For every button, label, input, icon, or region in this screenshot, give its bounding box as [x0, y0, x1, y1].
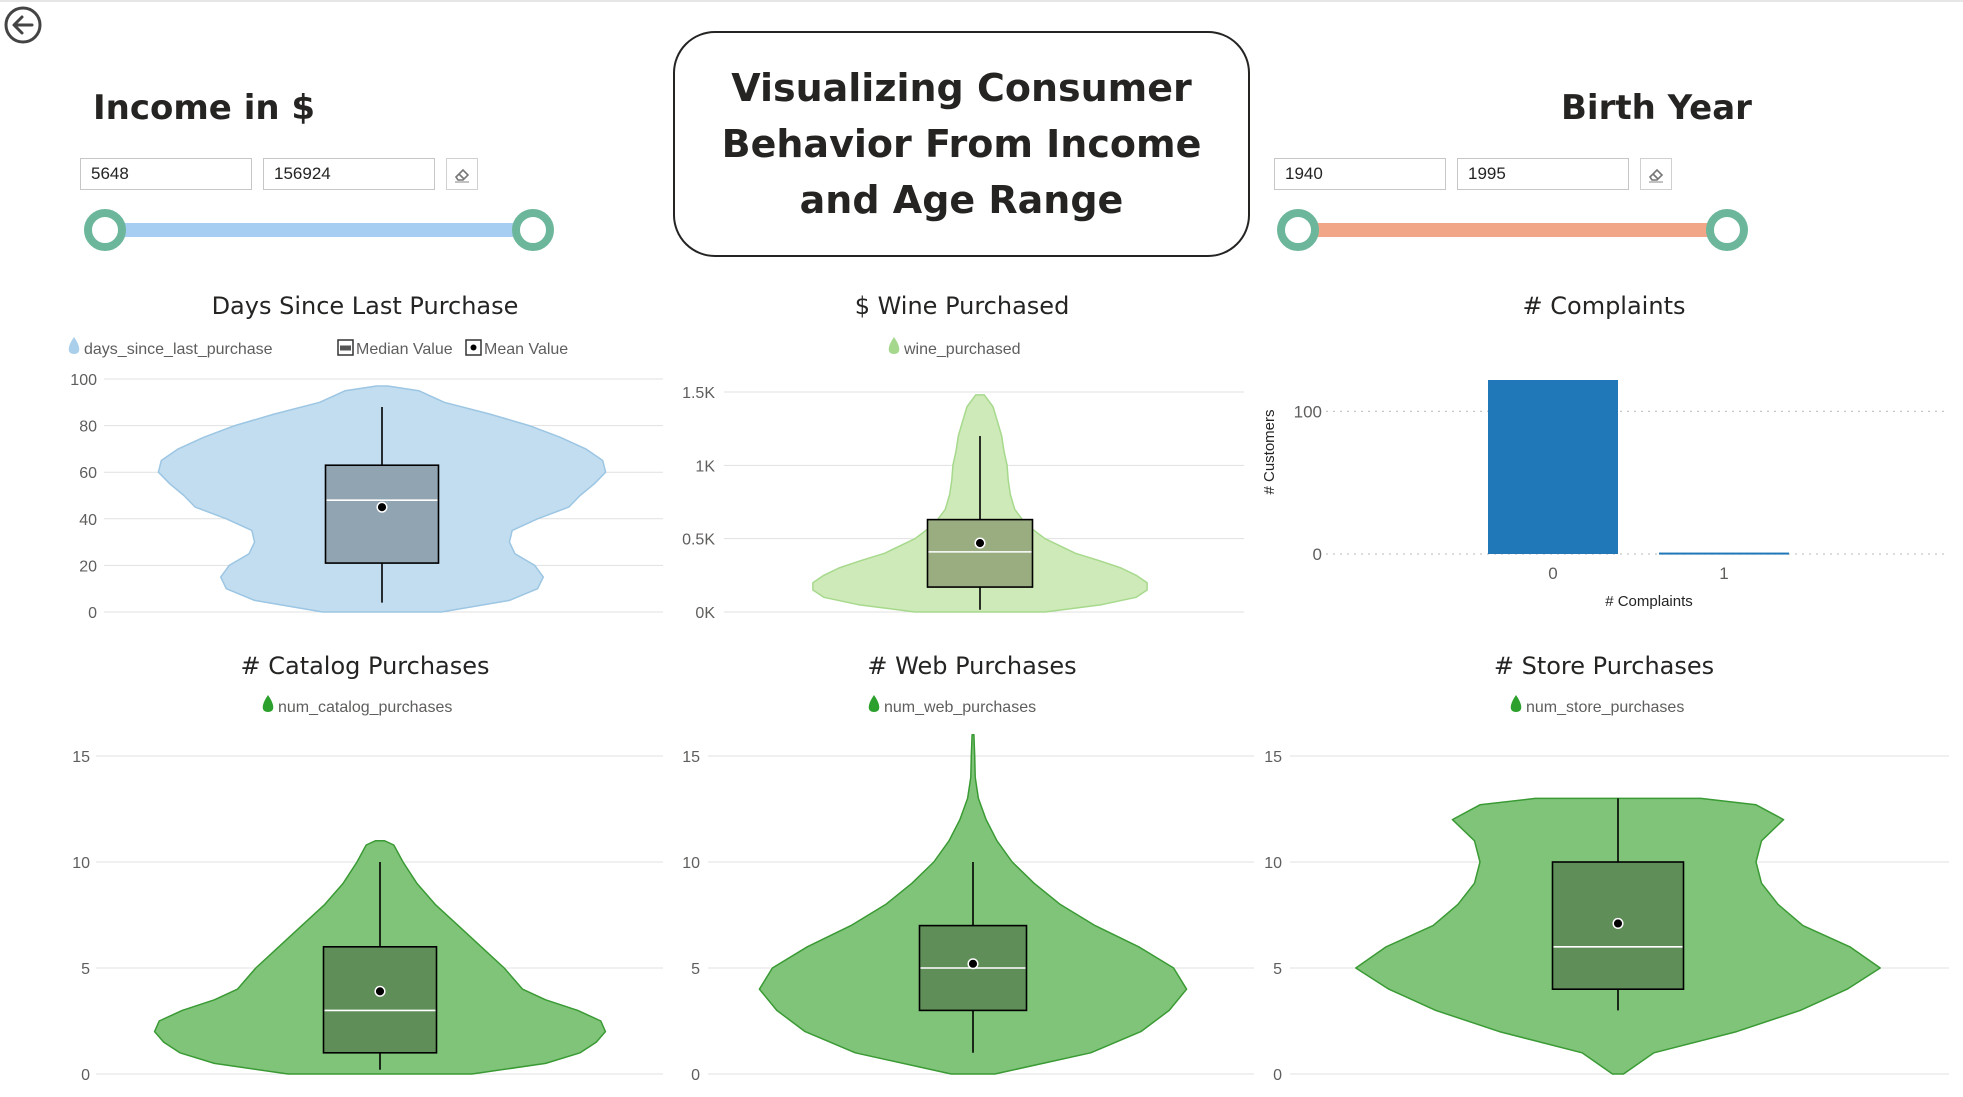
- eraser-icon[interactable]: [446, 158, 478, 190]
- income-slicer-title: Income in $: [93, 88, 316, 128]
- birth-year-min-handle[interactable]: [1277, 209, 1319, 251]
- page-title-box: Visualizing Consumer Behavior From Incom…: [673, 31, 1250, 257]
- legend-marker-icon: [337, 339, 354, 356]
- legend-label: num_catalog_purchases: [278, 699, 452, 716]
- legend-label: Mean Value: [484, 341, 568, 358]
- store-purchases-chart: # Store Purchases num_store_purchases 0 5 10…: [1264, 652, 1949, 1084]
- legend-label: days_since_last_purchase: [84, 341, 273, 358]
- y-tick-label: 0: [691, 1067, 700, 1084]
- eraser-icon[interactable]: [1640, 158, 1672, 190]
- mean-marker: [974, 537, 986, 549]
- chart-title: # Complaints: [1523, 292, 1686, 320]
- y-tick-label: 5: [1273, 961, 1282, 978]
- chart-title: $ Wine Purchased: [855, 292, 1070, 320]
- catalog-purchases-chart: # Catalog Purchases num_catalog_purchases…: [72, 652, 663, 1084]
- birth-year-max-input[interactable]: [1457, 158, 1629, 190]
- legend-marker-icon: [465, 339, 482, 356]
- legend-marker-icon: [888, 337, 900, 354]
- income-max-input[interactable]: [263, 158, 435, 190]
- y-tick-label: 100: [1294, 402, 1322, 421]
- y-tick-label: 0.5K: [682, 532, 715, 549]
- mean-marker: [967, 958, 979, 970]
- chart-title: # Web Purchases: [867, 652, 1076, 680]
- y-tick-label: 1.5K: [682, 385, 715, 402]
- box-iqr: [322, 945, 438, 1054]
- y-tick-label: 10: [72, 855, 90, 872]
- income-min-input[interactable]: [80, 158, 252, 190]
- legend-label: num_web_purchases: [884, 699, 1036, 716]
- income-range-track[interactable]: [105, 223, 533, 237]
- y-tick-label: 40: [79, 512, 97, 529]
- web-purchases-chart: # Web Purchases num_web_purchases 0 5 10 15: [682, 652, 1254, 1084]
- chart-title: # Store Purchases: [1494, 652, 1714, 680]
- y-tick-label: 80: [79, 419, 97, 436]
- y-tick-label: 15: [682, 749, 700, 766]
- birth-year-max-handle[interactable]: [1706, 209, 1748, 251]
- days-since-last-purchase-chart: Days Since Last Purchase days_since_last_…: [68, 292, 663, 622]
- y-axis-label: # Customers: [1261, 409, 1278, 494]
- chart-title: # Catalog Purchases: [240, 652, 489, 680]
- bar-0: [1488, 380, 1618, 554]
- y-tick-label: 15: [72, 749, 90, 766]
- box-iqr: [926, 518, 1034, 588]
- y-tick-label: 10: [1264, 855, 1282, 872]
- legend-label: wine_purchased: [903, 341, 1021, 358]
- birth-year-slicer-title: Birth Year: [1561, 88, 1752, 128]
- top-divider: [0, 0, 1963, 2]
- y-tick-label: 0K: [695, 605, 715, 622]
- box-iqr: [324, 464, 440, 564]
- legend-label: Median Value: [356, 341, 453, 358]
- y-tick-label: 0: [88, 605, 97, 622]
- complaints-chart: # Complaints 0 100 0 1 # Complaints # Customer…: [1261, 292, 1949, 610]
- x-axis-label: # Complaints: [1605, 593, 1693, 610]
- y-tick-label: 10: [682, 855, 700, 872]
- chart-title: Days Since Last Purchase: [212, 292, 519, 320]
- y-tick-label: 60: [79, 465, 97, 482]
- income-min-handle[interactable]: [84, 209, 126, 251]
- legend-marker-icon: [868, 695, 880, 712]
- legend-marker-icon: [68, 337, 80, 354]
- mean-marker: [374, 985, 386, 997]
- legend-label: num_store_purchases: [1526, 699, 1684, 716]
- x-tick-label: 0: [1548, 564, 1557, 583]
- y-tick-label: 0: [1313, 545, 1322, 564]
- x-tick-label: 1: [1719, 564, 1728, 583]
- bar-1: [1659, 552, 1789, 555]
- birth-year-min-input[interactable]: [1274, 158, 1446, 190]
- legend-marker-icon: [262, 695, 274, 712]
- y-tick-label: 0: [1273, 1067, 1282, 1084]
- back-arrow-icon[interactable]: [3, 5, 43, 45]
- legend-mean-dot: [470, 344, 477, 351]
- income-max-handle[interactable]: [512, 209, 554, 251]
- y-tick-label: 5: [81, 961, 90, 978]
- birth-year-range-track[interactable]: [1298, 223, 1727, 237]
- y-tick-label: 15: [1264, 749, 1282, 766]
- mean-marker: [1612, 917, 1624, 930]
- page-title: Visualizing Consumer Behavior From Incom…: [721, 66, 1202, 222]
- mean-marker: [376, 501, 388, 513]
- y-tick-label: 5: [691, 961, 700, 978]
- y-tick-label: 100: [70, 372, 97, 389]
- y-tick-label: 1K: [695, 458, 715, 475]
- y-tick-label: 0: [81, 1067, 90, 1084]
- y-tick-label: 20: [79, 558, 97, 575]
- wine-purchased-chart: $ Wine Purchased wine_purchased 0K 0.5K 1K 1.…: [682, 292, 1244, 622]
- legend-marker-icon: [1510, 695, 1522, 712]
